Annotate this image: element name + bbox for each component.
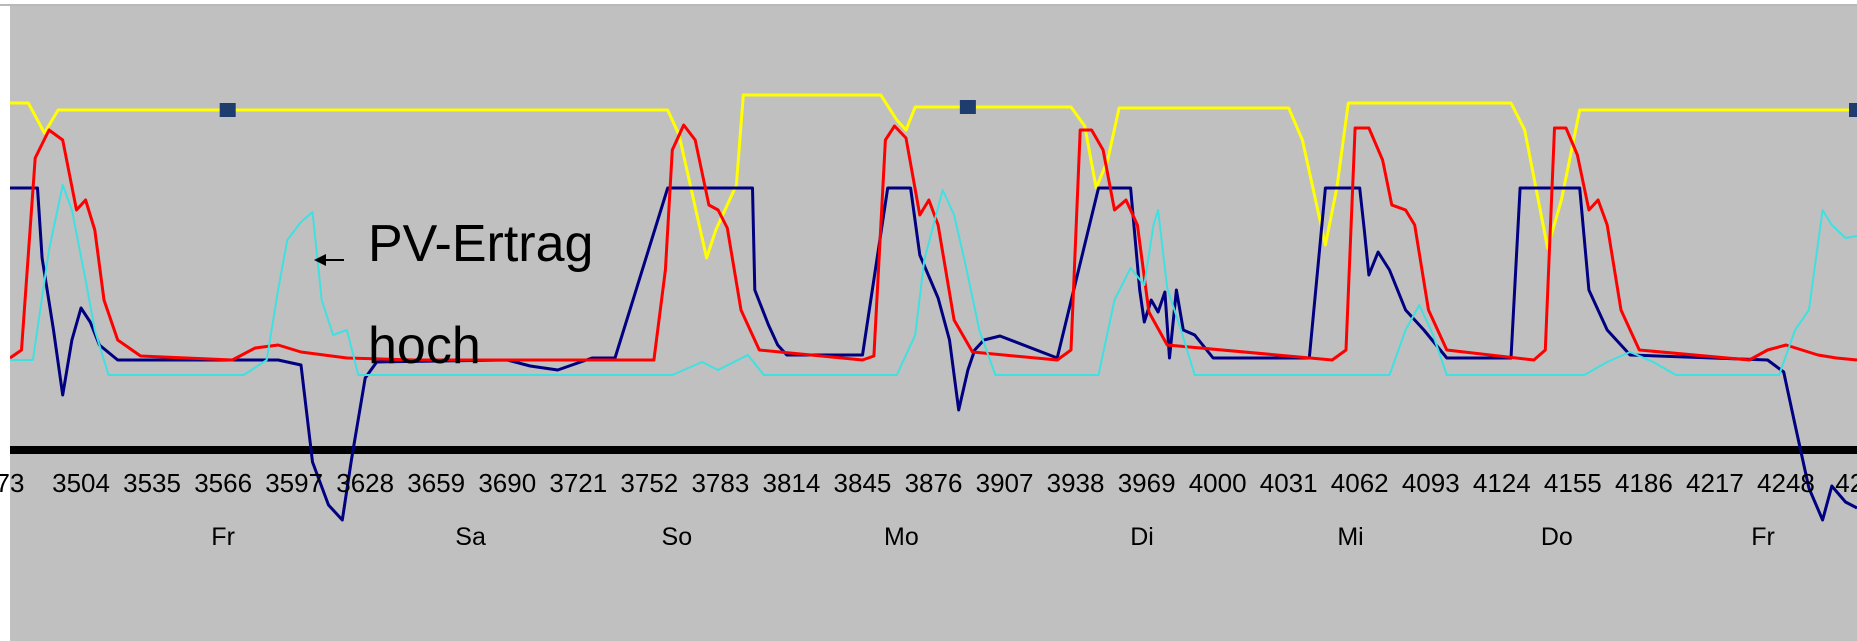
x-tick-label: 4062 <box>1331 468 1389 498</box>
top-border <box>0 0 1857 6</box>
annotation-line-2: hoch <box>368 317 481 375</box>
day-label: Fr <box>211 523 235 551</box>
x-tick-label: 3907 <box>976 468 1034 498</box>
x-tick-label: 3938 <box>1047 468 1105 498</box>
x-tick-label: 4093 <box>1402 468 1460 498</box>
x-tick-label: 3535 <box>123 468 181 498</box>
x-tick-label: 4155 <box>1544 468 1602 498</box>
x-tick-label: 4217 <box>1686 468 1744 498</box>
series-line-0 <box>10 93 1857 260</box>
day-label: Mi <box>1337 523 1363 551</box>
x-tick-label: 3504 <box>52 468 110 498</box>
x-tick-label: 4248 <box>1757 468 1815 498</box>
x-tick-label: 3783 <box>691 468 749 498</box>
day-label: Sa <box>455 523 486 551</box>
annotation-arrow-icon <box>314 254 344 266</box>
x-tick-label: 4031 <box>1260 468 1318 498</box>
x-tick-label: 4000 <box>1189 468 1247 498</box>
x-tick-label: 3597 <box>265 468 323 498</box>
x-tick-label: 3845 <box>834 468 892 498</box>
x-tick-label: 427 <box>1835 468 1857 498</box>
x-tick-label: 3969 <box>1118 468 1176 498</box>
day-label: So <box>662 523 693 551</box>
x-tick-label: 3659 <box>407 468 465 498</box>
x-tick-label: 73 <box>0 468 24 498</box>
x-tick-label: 3876 <box>905 468 963 498</box>
day-label: Do <box>1541 523 1573 551</box>
x-tick-label: 3721 <box>549 468 607 498</box>
x-tick-label: 3690 <box>478 468 536 498</box>
x-tick-label: 3752 <box>620 468 678 498</box>
day-label: Fr <box>1751 523 1775 551</box>
x-tick-label: 4124 <box>1473 468 1531 498</box>
series-line-1 <box>10 186 1857 522</box>
series-line-3 <box>10 184 1857 376</box>
series-marker-2 <box>1849 103 1857 117</box>
x-tick-label: 3566 <box>194 468 252 498</box>
annotation-line-1: PV-Ertrag <box>368 215 594 273</box>
series-line-2 <box>10 123 1857 362</box>
plot-panel <box>10 6 1857 641</box>
day-label: Di <box>1130 523 1154 551</box>
day-label: Mo <box>884 523 919 551</box>
x-tick-label: 3814 <box>763 468 821 498</box>
x-tick-label: 3628 <box>336 468 394 498</box>
x-tick-label: 4186 <box>1615 468 1673 498</box>
series-marker-0 <box>219 103 236 117</box>
series-marker-1 <box>959 100 976 114</box>
